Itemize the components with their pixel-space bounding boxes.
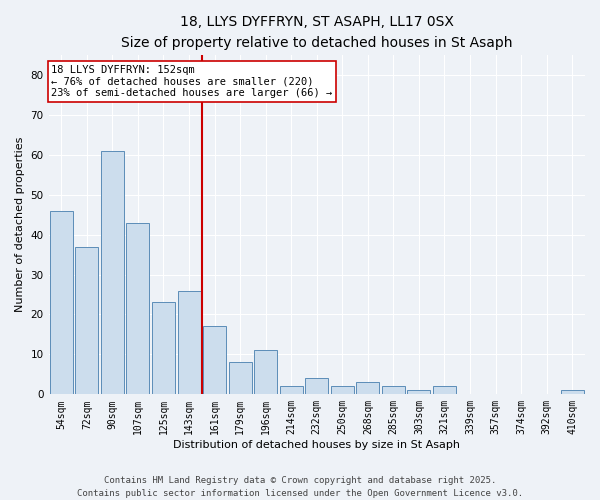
Bar	[356, 382, 379, 394]
Text: Contains HM Land Registry data © Crown copyright and database right 2025.
Contai: Contains HM Land Registry data © Crown c…	[77, 476, 523, 498]
Y-axis label: Number of detached properties: Number of detached properties	[15, 137, 25, 312]
Bar	[280, 386, 303, 394]
Bar	[331, 386, 354, 394]
Bar	[152, 302, 175, 394]
Bar	[254, 350, 277, 395]
Bar	[101, 151, 124, 394]
Bar	[433, 386, 456, 394]
Text: 18 LLYS DYFFRYN: 152sqm
← 76% of detached houses are smaller (220)
23% of semi-d: 18 LLYS DYFFRYN: 152sqm ← 76% of detache…	[51, 65, 332, 98]
Bar	[127, 222, 149, 394]
Bar	[407, 390, 430, 394]
Bar	[50, 210, 73, 394]
Bar	[203, 326, 226, 394]
Bar	[178, 290, 200, 395]
Title: 18, LLYS DYFFRYN, ST ASAPH, LL17 0SX
Size of property relative to detached house: 18, LLYS DYFFRYN, ST ASAPH, LL17 0SX Siz…	[121, 15, 512, 50]
Bar	[76, 246, 98, 394]
Bar	[561, 390, 584, 394]
Bar	[382, 386, 405, 394]
X-axis label: Distribution of detached houses by size in St Asaph: Distribution of detached houses by size …	[173, 440, 460, 450]
Bar	[305, 378, 328, 394]
Bar	[229, 362, 251, 394]
